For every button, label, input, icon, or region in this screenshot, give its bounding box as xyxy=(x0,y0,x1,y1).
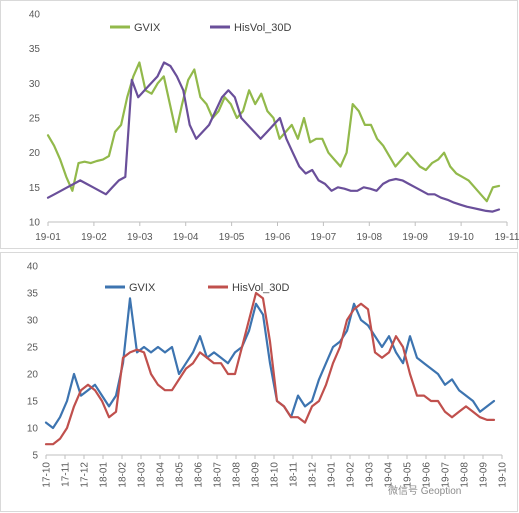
chart-top-legend: GVIX HisVol_30D xyxy=(110,22,292,34)
chart-bottom-x-tick-label: 18-03 xyxy=(137,462,148,488)
chart-top-x-tick-label: 19-10 xyxy=(448,232,474,243)
chart-bottom-x-tick-label: 18-04 xyxy=(156,462,167,488)
chart-bottom-x-tick-label: 19-10 xyxy=(498,462,509,488)
chart-bottom-series-gvix xyxy=(44,297,496,430)
chart-bottom-x-tick-label: 19-01 xyxy=(327,462,338,488)
chart-bottom-x-tick-label: 18-09 xyxy=(251,462,262,488)
chart-top-x-tick-label: 19-06 xyxy=(265,232,291,243)
chart-bottom-y-ticks: 5 10 15 20 25 30 35 40 xyxy=(27,262,39,462)
chart-top-series-gvix xyxy=(46,61,501,203)
chart-bottom-x-tick-label: 18-12 xyxy=(308,462,319,488)
chart-bottom-x-tick-label: 18-01 xyxy=(99,462,110,488)
chart-bottom-legend-label: GVIX xyxy=(129,282,156,294)
chart-bottom-x-tick-label: 17-11 xyxy=(61,462,72,487)
chart-bottom-x-tick-label: 17-10 xyxy=(42,462,53,488)
chart-bottom-y-tick-label: 40 xyxy=(27,262,39,273)
chart-top-y-tick-label: 25 xyxy=(29,114,41,125)
chart-bottom-x-ticks: 17-10 17-11 17-12 18-01 18-02 18-03 18-04 18-05… xyxy=(42,455,509,488)
chart-bottom-x-tick-label: 19-04 xyxy=(384,462,395,488)
chart-top-x-tick-label: 19-08 xyxy=(357,232,383,243)
chart-top-x-tick-label: 19-04 xyxy=(173,232,199,243)
chart-bottom-x-tick-label: 18-06 xyxy=(194,462,205,488)
chart-top-y-tick-label: 35 xyxy=(29,44,41,55)
chart-bottom-x-tick-label: 19-03 xyxy=(365,462,376,488)
chart-top-x-tick-label: 19-05 xyxy=(219,232,245,243)
chart-bottom-y-tick-label: 5 xyxy=(32,451,38,462)
chart-bottom-series-hisvol-30d xyxy=(44,291,496,446)
chart-bottom-x-tick-label: 19-08 xyxy=(460,462,471,488)
chart-top-y-tick-label: 40 xyxy=(29,10,41,21)
chart-top-x-tick-label: 19-02 xyxy=(81,232,107,243)
chart-bottom-y-tick-label: 35 xyxy=(27,289,39,300)
chart-bottom-y-tick-label: 25 xyxy=(27,343,39,354)
chart-bottom-y-tick-label: 15 xyxy=(27,397,39,408)
chart-top-frame xyxy=(0,0,518,249)
chart-bottom-y-tick-label: 30 xyxy=(27,316,39,327)
chart-bottom-x-tick-label: 19-05 xyxy=(403,462,414,488)
chart-bottom-legend-label: HisVol_30D xyxy=(232,282,290,294)
chart-top-series xyxy=(46,61,501,213)
chart-top-y-tick-label: 15 xyxy=(29,183,41,194)
chart-bottom-x-tick-label: 18-11 xyxy=(289,462,300,487)
chart-top: 10 15 20 25 30 35 40 19-01 19-02 19-03 19-04 19-05… xyxy=(0,0,519,249)
chart-top-x-tick-label: 19-09 xyxy=(402,232,428,243)
chart-top-x-tick-label: 19-07 xyxy=(311,232,337,243)
chart-bottom-x-tick-label: 19-06 xyxy=(422,462,433,488)
chart-bottom-x-tick-label: 17-12 xyxy=(80,462,91,488)
chart-bottom-x-tick-label: 19-02 xyxy=(346,462,357,488)
chart-top-y-ticks: 10 15 20 25 30 35 40 xyxy=(29,10,41,229)
chart-top-legend-label: HisVol_30D xyxy=(234,22,292,34)
chart-top-y-tick-label: 20 xyxy=(29,148,41,159)
chart-bottom-frame xyxy=(0,252,518,512)
chart-bottom-x-tick-label: 19-09 xyxy=(479,462,490,488)
chart-top-x-tick-label: 19-11 xyxy=(495,232,519,243)
chart-top-x-tick-label: 19-01 xyxy=(35,232,61,243)
chart-top-series-hisvol-30d xyxy=(46,61,501,213)
chart-bottom-x-tick-label: 18-08 xyxy=(232,462,243,488)
chart-bottom: 5 10 15 20 25 30 35 40 17-10 17-11 17-12 18-01 18-0… xyxy=(0,252,518,512)
chart-bottom-y-tick-label: 20 xyxy=(27,370,39,381)
chart-top-x-ticks: 19-01 19-02 19-03 19-04 19-05 19-06 19-07 19-08… xyxy=(35,222,519,243)
chart-top-y-tick-label: 30 xyxy=(29,79,41,90)
chart-top-legend-label: GVIX xyxy=(134,22,161,34)
chart-bottom-x-tick-label: 19-07 xyxy=(441,462,452,488)
chart-bottom-x-tick-label: 18-10 xyxy=(270,462,281,488)
chart-bottom-series xyxy=(44,291,496,446)
chart-bottom-x-tick-label: 18-07 xyxy=(213,462,224,488)
watermark-text: 微信号 Geoption xyxy=(388,484,461,497)
chart-bottom-x-tick-label: 18-02 xyxy=(118,462,129,488)
chart-bottom-x-tick-label: 18-05 xyxy=(175,462,186,488)
chart-top-x-tick-label: 19-03 xyxy=(127,232,153,243)
chart-top-y-tick-label: 10 xyxy=(29,218,41,229)
chart-bottom-legend: GVIX HisVol_30D xyxy=(105,282,290,294)
chart-bottom-y-tick-label: 10 xyxy=(27,424,39,435)
